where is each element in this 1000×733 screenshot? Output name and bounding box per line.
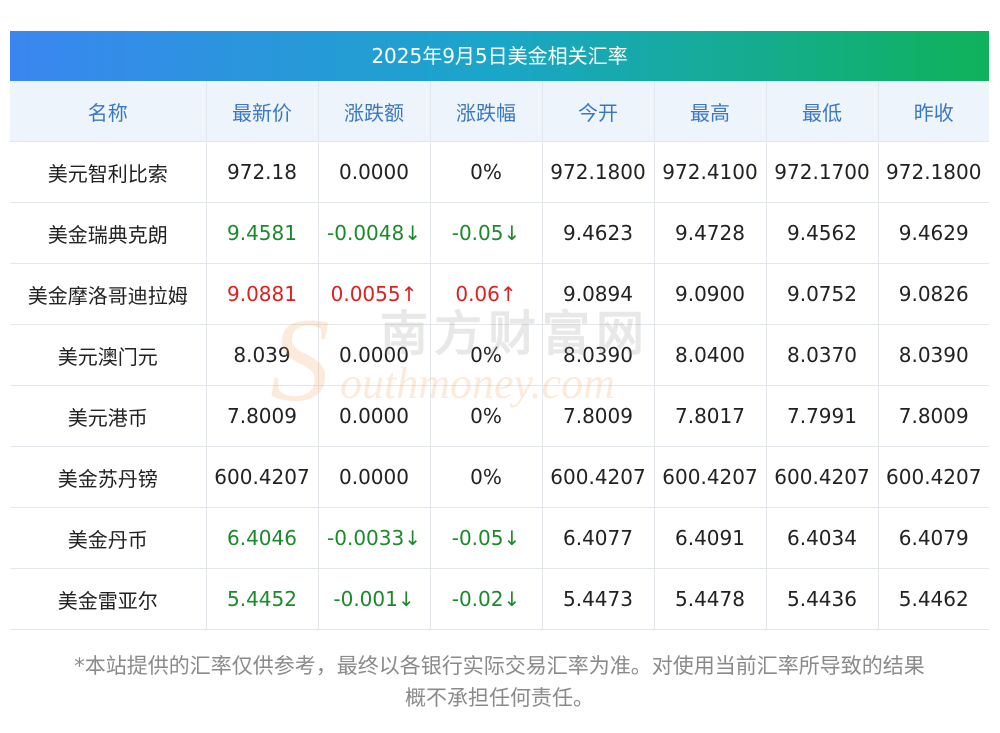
col-header-change: 涨跌额 — [318, 81, 431, 142]
high-price: 9.4728 — [654, 202, 767, 264]
latest-price: 972.18 — [206, 141, 319, 203]
table-row: 美元港币 7.8009 0.0000 0% 7.8009 7.8017 7.79… — [10, 385, 989, 447]
change-amount: 0.0000 — [318, 446, 431, 508]
low-price: 8.0370 — [766, 324, 879, 386]
col-header-prev: 昨收 — [878, 81, 989, 142]
col-header-pct: 涨跌幅 — [430, 81, 543, 142]
change-percent: -0.05↓ — [430, 202, 543, 264]
change-amount: 0.0000 — [318, 141, 431, 203]
currency-name: 美金苏丹镑 — [10, 446, 207, 508]
change-percent: 0% — [430, 141, 543, 203]
disclaimer-line-2: 概不承担任何责任。 — [405, 686, 594, 710]
low-price: 972.1700 — [766, 141, 879, 203]
high-price: 972.4100 — [654, 141, 767, 203]
prev-close: 5.4462 — [878, 568, 989, 630]
table-row: 美金瑞典克朗 9.4581 -0.0048↓ -0.05↓ 9.4623 9.4… — [10, 202, 989, 264]
open-price: 972.1800 — [542, 141, 655, 203]
col-header-latest: 最新价 — [206, 81, 319, 142]
high-price: 7.8017 — [654, 385, 767, 447]
prev-close: 600.4207 — [878, 446, 989, 508]
change-amount: -0.0048↓ — [318, 202, 431, 264]
col-header-name: 名称 — [10, 81, 207, 142]
currency-name: 美元澳门元 — [10, 324, 207, 386]
prev-close: 6.4079 — [878, 507, 989, 569]
change-percent: -0.05↓ — [430, 507, 543, 569]
change-percent: 0% — [430, 446, 543, 508]
change-percent: 0.06↑ — [430, 263, 543, 325]
change-amount: 0.0055↑ — [318, 263, 431, 325]
currency-name: 美金雷亚尔 — [10, 568, 207, 630]
currency-name: 美元港币 — [10, 385, 207, 447]
change-percent: -0.02↓ — [430, 568, 543, 630]
high-price: 9.0900 — [654, 263, 767, 325]
latest-price: 5.4452 — [206, 568, 319, 630]
prev-close: 9.4629 — [878, 202, 989, 264]
header-row: 名称 最新价 涨跌额 涨跌幅 今开 最高 最低 昨收 — [10, 81, 989, 142]
open-price: 600.4207 — [542, 446, 655, 508]
change-amount: -0.0033↓ — [318, 507, 431, 569]
low-price: 6.4034 — [766, 507, 879, 569]
low-price: 5.4436 — [766, 568, 879, 630]
latest-price: 6.4046 — [206, 507, 319, 569]
table-row: 美元澳门元 8.039 0.0000 0% 8.0390 8.0400 8.03… — [10, 324, 989, 386]
prev-close: 7.8009 — [878, 385, 989, 447]
high-price: 6.4091 — [654, 507, 767, 569]
col-header-low: 最低 — [766, 81, 879, 142]
currency-name: 美元智利比索 — [10, 141, 207, 203]
currency-name: 美金瑞典克朗 — [10, 202, 207, 264]
prev-close: 8.0390 — [878, 324, 989, 386]
low-price: 7.7991 — [766, 385, 879, 447]
disclaimer-footnote: *本站提供的汇率仅供参考，最终以各银行实际交易汇率为准。对使用当前汇率所导致的结… — [10, 650, 989, 714]
change-percent: 0% — [430, 385, 543, 447]
open-price: 6.4077 — [542, 507, 655, 569]
currency-name: 美金摩洛哥迪拉姆 — [10, 263, 207, 325]
open-price: 9.0894 — [542, 263, 655, 325]
col-header-high: 最高 — [654, 81, 767, 142]
rate-table: 名称 最新价 涨跌额 涨跌幅 今开 最高 最低 昨收 美元智利比索 972.18… — [10, 81, 989, 630]
open-price: 8.0390 — [542, 324, 655, 386]
open-price: 5.4473 — [542, 568, 655, 630]
latest-price: 9.0881 — [206, 263, 319, 325]
open-price: 9.4623 — [542, 202, 655, 264]
change-amount: -0.001↓ — [318, 568, 431, 630]
change-percent: 0% — [430, 324, 543, 386]
high-price: 5.4478 — [654, 568, 767, 630]
table-title: 2025年9月5日美金相关汇率 — [10, 31, 989, 81]
low-price: 9.4562 — [766, 202, 879, 264]
latest-price: 600.4207 — [206, 446, 319, 508]
rate-table-panel: 2025年9月5日美金相关汇率 名称 最新价 涨跌额 涨跌幅 今开 最高 最低 … — [10, 31, 989, 630]
col-header-open: 今开 — [542, 81, 655, 142]
disclaimer-line-1: *本站提供的汇率仅供参考，最终以各银行实际交易汇率为准。对使用当前汇率所导致的结… — [74, 654, 925, 678]
change-amount: 0.0000 — [318, 324, 431, 386]
prev-close: 9.0826 — [878, 263, 989, 325]
table-row: 美金雷亚尔 5.4452 -0.001↓ -0.02↓ 5.4473 5.447… — [10, 568, 989, 630]
open-price: 7.8009 — [542, 385, 655, 447]
latest-price: 7.8009 — [206, 385, 319, 447]
low-price: 9.0752 — [766, 263, 879, 325]
prev-close: 972.1800 — [878, 141, 989, 203]
table-row: 美元智利比索 972.18 0.0000 0% 972.1800 972.410… — [10, 141, 989, 203]
low-price: 600.4207 — [766, 446, 879, 508]
table-row: 美金苏丹镑 600.4207 0.0000 0% 600.4207 600.42… — [10, 446, 989, 508]
currency-name: 美金丹币 — [10, 507, 207, 569]
change-amount: 0.0000 — [318, 385, 431, 447]
latest-price: 8.039 — [206, 324, 319, 386]
latest-price: 9.4581 — [206, 202, 319, 264]
table-row: 美金丹币 6.4046 -0.0033↓ -0.05↓ 6.4077 6.409… — [10, 507, 989, 569]
high-price: 8.0400 — [654, 324, 767, 386]
table-row: 美金摩洛哥迪拉姆 9.0881 0.0055↑ 0.06↑ 9.0894 9.0… — [10, 263, 989, 325]
high-price: 600.4207 — [654, 446, 767, 508]
